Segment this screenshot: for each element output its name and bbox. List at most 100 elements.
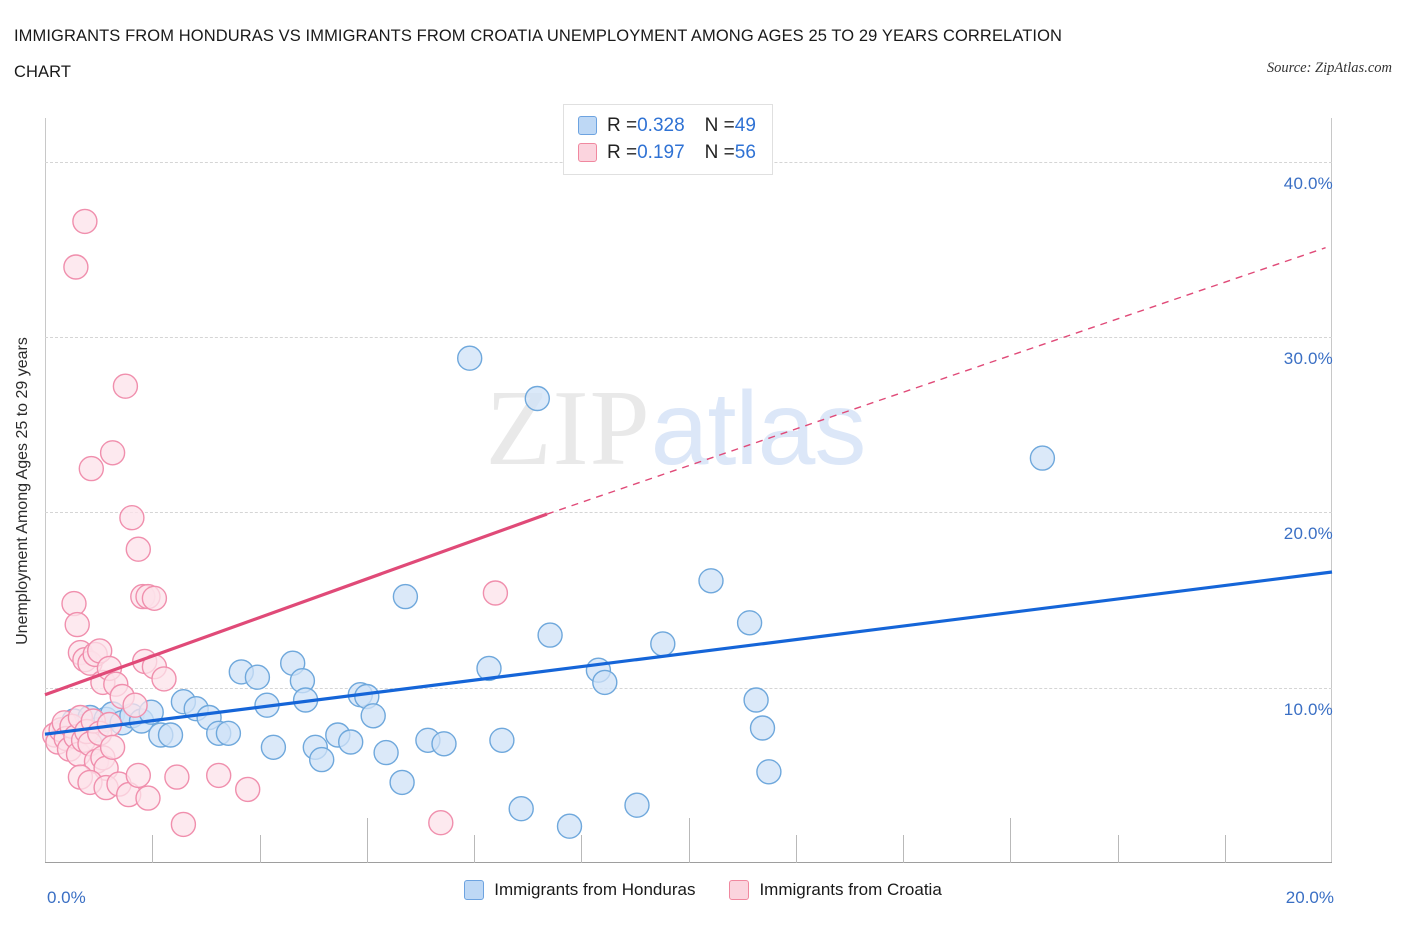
data-point [112,373,139,399]
data-point [749,715,776,741]
legend-marker-croatia-icon [729,880,750,900]
data-point [392,583,419,610]
stats-row-croatia: R = 0.197 N = 56 [578,139,756,166]
legend-marker-honduras-icon [464,880,485,900]
data-point [592,669,618,696]
r-label-croatia: R = [607,141,638,163]
data-point [698,568,724,594]
right-axis-line [1331,118,1332,863]
data-point [756,759,782,785]
trendline [44,512,548,697]
legend-label-croatia: Immigrants from Croatia [759,880,942,899]
data-point [64,611,90,638]
x-axis-min-label: 0.0% [47,888,86,907]
stats-row-honduras: R = 0.328 N = 49 [578,112,756,139]
y-axis-title: Unemployment Among Ages 25 to 29 years [10,118,36,863]
data-point [205,762,232,789]
data-point [119,505,145,531]
data-point [743,687,769,713]
data-point [736,610,763,636]
data-point [260,734,287,760]
x-tick-2 [260,835,261,863]
data-point [170,811,197,838]
data-point [476,655,502,682]
data-point [122,692,148,718]
data-point [141,585,168,611]
r-value-honduras: 0.328 [637,114,685,136]
data-point [309,746,335,773]
data-point [338,729,364,755]
n-value-croatia: 56 [734,141,756,163]
trendline [44,570,1333,736]
x-tick-4 [474,835,475,863]
x-tick-8 [903,835,904,863]
x-tick-10 [1118,835,1119,863]
y-tick-label-0: 40.0% [1283,173,1333,193]
gridline-30 [45,337,1332,339]
trendlines-layer [44,247,1333,736]
x-tick-11 [1225,835,1226,863]
r-value-croatia: 0.197 [637,141,685,163]
x-axis-line [45,862,1332,863]
data-point [151,666,177,692]
y-tick-label-1: 30.0% [1283,349,1333,369]
series-legend: Immigrants from Honduras Immigrants from… [0,880,1406,900]
y-tick-label-3: 10.0% [1283,699,1333,719]
legend-swatch-honduras-icon [578,116,597,135]
data-point [556,813,583,839]
legend-item-honduras[interactable]: Immigrants from Honduras [464,880,695,900]
data-point [99,440,126,466]
data-point [428,810,454,836]
data-point [234,776,261,803]
r-label-honduras: R = [607,114,638,136]
data-point [125,762,152,789]
data-point [135,785,161,811]
data-point [482,580,509,606]
page-title-line-2: CHART [14,63,72,81]
x-tick-7 [796,835,797,863]
data-point [72,208,98,235]
data-point [373,739,399,766]
data-point [1029,445,1056,471]
chart-title-block: IMMIGRANTS FROM HONDURAS VS IMMIGRANTS F… [14,18,1224,90]
data-point [99,734,126,760]
legend-item-croatia[interactable]: Immigrants from Croatia [729,880,942,900]
data-point [125,536,152,562]
correlation-stats-legend: R = 0.328 N = 49 R = 0.197 N = 56 [563,104,773,175]
data-point [508,796,534,822]
y-tick-label-2: 20.0% [1283,524,1333,544]
x-tick-9 [1010,818,1011,863]
data-point [164,764,190,790]
gridline-20 [45,512,1332,514]
x-tick-5 [581,835,582,863]
data-point [63,254,89,280]
data-point [215,720,242,746]
trendline-extrapolated [546,247,1326,515]
data-point [457,345,483,371]
n-value-honduras: 49 [734,114,756,136]
y-axis-line [45,118,46,863]
x-tick-3 [367,818,368,863]
data-point [524,385,550,412]
data-point [431,731,457,757]
page-title-line-1: IMMIGRANTS FROM HONDURAS VS IMMIGRANTS F… [14,27,1063,45]
n-label-croatia: N = [704,141,735,163]
legend-swatch-croatia-icon [578,143,597,162]
y-axis-title-text: Unemployment Among Ages 25 to 29 years [14,336,32,645]
data-point [537,622,563,648]
data-point [360,703,386,729]
plot-area: ZIP atlas 40.0% 30.0% 20.0% 10.0% 0.0% 20.0… [41,118,1334,907]
source-label: Source: ZipAtlas.com [1266,60,1392,76]
data-point [624,792,650,818]
legend-label-honduras: Immigrants from Honduras [494,880,696,899]
scatter-points-layer [41,208,1056,839]
x-tick-6 [689,818,690,863]
data-point [78,455,104,482]
x-axis-max-label: 20.0% [1285,888,1334,907]
gridline-10 [45,687,1332,689]
data-point [157,722,184,748]
data-point [489,727,515,753]
data-point [244,664,271,690]
x-tick-1 [152,835,153,863]
